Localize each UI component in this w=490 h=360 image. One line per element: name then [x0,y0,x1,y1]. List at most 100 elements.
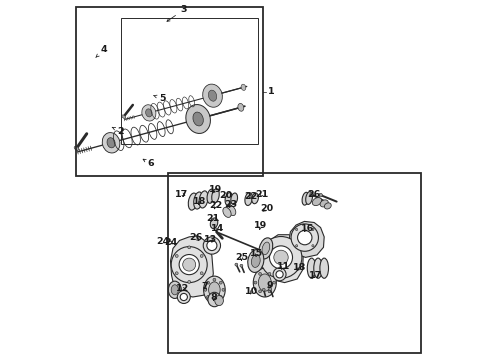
Text: 22: 22 [209,202,222,210]
Ellipse shape [204,276,225,303]
Text: 23: 23 [224,200,237,209]
Text: 1: 1 [269,87,275,96]
Ellipse shape [74,146,79,150]
Ellipse shape [269,288,271,291]
Ellipse shape [238,103,244,111]
Text: 17: 17 [175,189,189,198]
Text: 13: 13 [204,235,218,243]
Text: 5: 5 [153,94,166,103]
Ellipse shape [306,192,313,204]
Ellipse shape [259,273,262,275]
Ellipse shape [102,132,120,153]
Ellipse shape [291,224,318,251]
Ellipse shape [208,292,221,307]
Ellipse shape [175,272,178,275]
Ellipse shape [276,271,283,278]
Ellipse shape [220,281,222,284]
Polygon shape [289,221,324,257]
Ellipse shape [259,238,273,259]
Text: 10: 10 [245,287,258,296]
Ellipse shape [262,288,265,291]
Ellipse shape [186,104,210,134]
Ellipse shape [210,218,218,229]
Ellipse shape [312,245,314,247]
Ellipse shape [241,84,246,90]
Text: 8: 8 [210,293,217,302]
Ellipse shape [177,291,190,303]
Text: 12: 12 [176,284,189,293]
Ellipse shape [212,189,219,203]
Ellipse shape [169,281,181,298]
Ellipse shape [171,285,178,295]
Ellipse shape [295,245,298,247]
Ellipse shape [235,263,238,266]
Ellipse shape [194,192,203,209]
Ellipse shape [312,228,314,230]
Ellipse shape [251,255,260,267]
Ellipse shape [146,109,152,117]
Text: 11: 11 [277,261,290,271]
Ellipse shape [307,258,316,278]
Ellipse shape [253,268,276,297]
Text: 24: 24 [156,237,170,246]
Text: 15: 15 [250,249,264,258]
Text: 26: 26 [189,233,202,242]
Ellipse shape [188,246,191,249]
Ellipse shape [302,192,309,205]
Ellipse shape [295,228,298,230]
Ellipse shape [180,293,187,301]
Ellipse shape [203,84,222,107]
Text: 21: 21 [206,214,219,223]
Ellipse shape [188,280,191,283]
Ellipse shape [204,288,207,291]
Text: 18: 18 [194,197,207,207]
Ellipse shape [240,264,243,267]
Bar [168,173,421,353]
Ellipse shape [314,258,322,278]
Ellipse shape [179,255,199,275]
Ellipse shape [312,198,322,206]
Ellipse shape [222,288,225,291]
Text: 20: 20 [260,204,273,213]
Text: 22: 22 [245,192,258,201]
Ellipse shape [215,296,223,306]
Ellipse shape [207,281,210,284]
Ellipse shape [207,296,210,298]
Ellipse shape [274,250,288,265]
Ellipse shape [227,206,236,216]
Ellipse shape [324,203,331,209]
Ellipse shape [320,258,328,278]
Ellipse shape [107,138,115,148]
Ellipse shape [207,189,215,203]
Ellipse shape [208,90,217,101]
Bar [121,18,258,144]
Ellipse shape [200,272,203,275]
Ellipse shape [225,193,233,206]
Text: 20: 20 [220,191,233,199]
Ellipse shape [122,115,125,118]
Text: 2: 2 [112,127,124,136]
Ellipse shape [203,237,220,254]
Text: 7: 7 [201,282,208,292]
Text: 3: 3 [167,5,187,21]
Ellipse shape [213,298,216,301]
Ellipse shape [175,255,178,257]
Ellipse shape [223,207,231,217]
Text: 24: 24 [164,238,177,247]
Text: 4: 4 [96,45,107,58]
Text: 6: 6 [143,159,154,168]
Text: 19: 19 [209,185,222,194]
Ellipse shape [193,112,203,126]
Text: 21: 21 [255,190,268,199]
Ellipse shape [254,281,257,284]
Ellipse shape [188,193,197,210]
Ellipse shape [220,296,222,298]
Ellipse shape [252,193,258,204]
Text: 17: 17 [309,271,322,280]
Ellipse shape [183,258,196,271]
Polygon shape [263,235,303,283]
Ellipse shape [270,246,293,269]
Ellipse shape [248,249,264,273]
Ellipse shape [273,281,275,284]
Polygon shape [171,236,213,297]
